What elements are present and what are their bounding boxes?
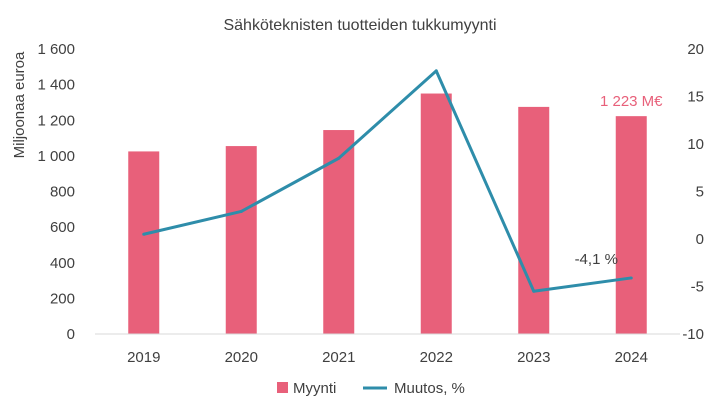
y-axis-left-label: Miljoonaa euroa: [11, 51, 28, 158]
y-left-tick-label: 200: [50, 290, 75, 307]
y-right-tick-label: 10: [687, 136, 704, 153]
line-point-2019: [142, 232, 146, 236]
x-tick-label: 2020: [225, 349, 258, 366]
y-left-tick-label: 1 000: [37, 148, 75, 165]
y-right-tick-label: -5: [691, 279, 704, 296]
y-right-tick-label: -10: [682, 326, 704, 343]
x-tick-label: 2019: [127, 349, 160, 366]
legend-label-myynti: Myynti: [293, 380, 336, 397]
y-left-tick-label: 1 200: [37, 112, 75, 129]
line-point-2023: [532, 289, 536, 293]
line-group: [142, 69, 633, 293]
x-tick-label: 2024: [615, 349, 648, 366]
bar-2023: [518, 106, 550, 334]
bar-2022: [420, 93, 452, 334]
line-point-2021: [337, 156, 341, 160]
y-right-tick-label: 0: [696, 231, 704, 248]
y-left-tick-label: 400: [50, 255, 75, 272]
y-right-tick-label: 15: [687, 89, 704, 106]
y-left-tick-label: 1 400: [37, 77, 75, 94]
bar-2020: [225, 146, 257, 334]
y-right-tick-label: 20: [687, 41, 704, 58]
y-left-tick-label: 600: [50, 219, 75, 236]
x-tick-label: 2021: [322, 349, 355, 366]
line-point-2022: [434, 69, 438, 73]
legend: Myynti Muutos, %: [277, 380, 465, 397]
bar-2019: [128, 151, 160, 334]
y-left-tick-label: 1 600: [37, 41, 75, 58]
bar-2021: [323, 130, 355, 334]
x-axis-ticks: 2019 2020 2021 2022 2023 2024: [95, 333, 680, 366]
data-label-annotation: 1 223 M€: [600, 93, 663, 110]
data-label-annotation: -4,1 %: [575, 251, 618, 268]
series-line-muutos: [143, 69, 632, 293]
line-point-2024: [629, 276, 633, 280]
x-tick-label: 2022: [420, 349, 453, 366]
bar-2024: [615, 116, 647, 334]
bars-group: [128, 93, 647, 334]
y-right-tick-label: 5: [696, 184, 704, 201]
x-tick-label: 2023: [517, 349, 550, 366]
chart-title: Sähköteknisten tuotteiden tukkumyynti: [223, 17, 496, 34]
y-left-tick-label: 800: [50, 184, 75, 201]
legend-swatch-myynti: [277, 382, 288, 393]
y-axis-right-ticks: -10 -5 0 5 10 15 20: [682, 41, 704, 343]
legend-label-muutos: Muutos, %: [394, 380, 465, 397]
y-left-tick-label: 0: [67, 326, 75, 343]
y-axis-left-ticks: 0 200 400 600 800 1 000 1 200 1 400 1 600: [37, 41, 75, 343]
line-point-2020: [239, 209, 243, 213]
annotations-group: 1 223 M€ -4,1 %: [575, 93, 664, 268]
